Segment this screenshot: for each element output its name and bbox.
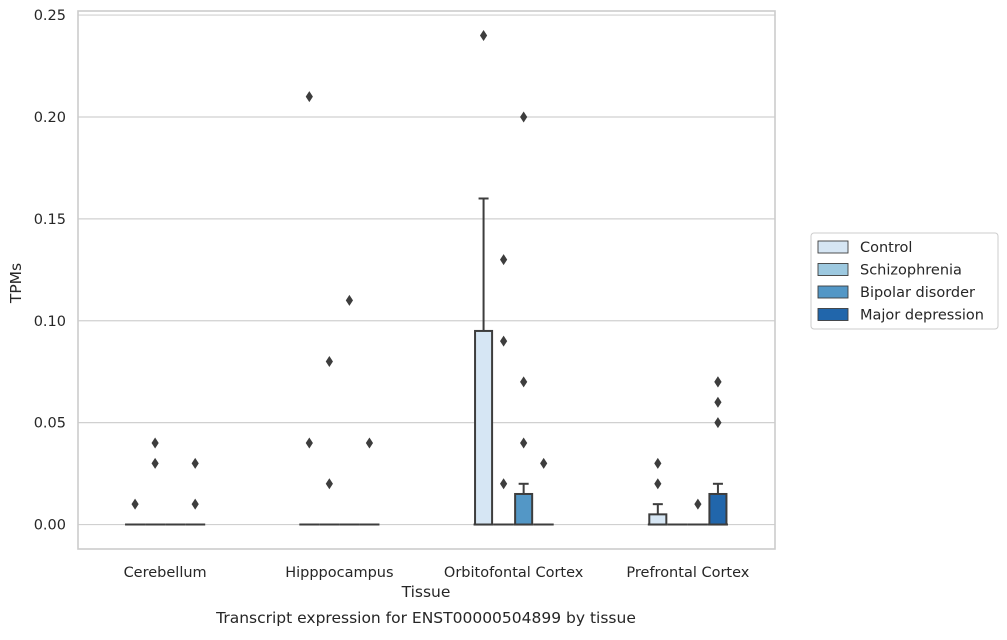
outlier-point	[345, 294, 353, 306]
outlier-point	[694, 498, 702, 510]
box-0-2	[473, 197, 494, 526]
outlier-point	[305, 91, 313, 103]
legend-frame	[810, 232, 999, 330]
legend-label: Bipolar disorder	[860, 285, 975, 301]
y-tick-label: 0.15	[34, 212, 66, 228]
outlier-point	[131, 498, 139, 510]
box-2-2	[513, 482, 534, 526]
outlier-point	[540, 457, 548, 469]
outlier-point	[191, 498, 199, 510]
box-rect	[474, 329, 494, 526]
legend-swatch	[817, 285, 849, 299]
box-0-3	[647, 503, 668, 526]
box-rect	[648, 513, 668, 526]
outlier-point	[500, 478, 508, 490]
outlier-point	[714, 417, 722, 429]
outlier-point	[520, 376, 528, 388]
y-tick-labels: 0.00 0.05 0.10 0.15 0.20 0.25	[34, 8, 66, 533]
outlier-point	[500, 254, 508, 266]
y-tick-label: 0.25	[34, 8, 66, 24]
outlier-point	[365, 437, 374, 449]
outlier-point	[305, 437, 313, 449]
y-tick-label: 0.05	[34, 416, 66, 432]
box-3-3	[707, 482, 728, 526]
legend-label: Major depression	[860, 308, 984, 324]
outlier-point	[325, 356, 333, 368]
outlier-point	[714, 396, 722, 408]
y-tick-label: 0.20	[34, 110, 66, 126]
x-tick-label: Orbitofontal Cortex	[444, 565, 584, 581]
legend-swatch	[817, 308, 849, 321]
x-tick-labels: Cerebellum Hipppocampus Orbitofontal Corte…	[124, 565, 750, 581]
boxes	[125, 197, 728, 526]
box-rect	[708, 492, 728, 526]
outlier-point	[654, 457, 662, 469]
legend-label: Control	[860, 240, 912, 256]
outlier-point	[520, 111, 528, 123]
legend-swatch	[817, 263, 849, 276]
gridlines	[78, 14, 775, 526]
legend-swatch	[817, 240, 849, 254]
outlier-point	[714, 376, 722, 388]
chart-caption: Transcript expression for ENST0000050489…	[215, 609, 636, 627]
outlier-point	[500, 335, 508, 347]
outlier-point	[151, 457, 159, 469]
legend-items: Control Schizophrenia Bipolar disorder Majo…	[817, 240, 984, 324]
outlier-point	[479, 29, 488, 41]
legend-label: Schizophrenia	[860, 263, 962, 279]
y-tick-label: 0.10	[34, 314, 66, 330]
outliers	[131, 29, 722, 510]
plot-frame	[77, 10, 776, 550]
x-tick-label: Cerebellum	[124, 565, 207, 581]
outlier-point	[325, 478, 333, 490]
x-axis-title: Tissue	[401, 583, 451, 601]
y-tick-label: 0.00	[34, 518, 66, 534]
outlier-point	[520, 437, 528, 449]
y-axis-title: TPMs	[7, 263, 25, 304]
outlier-point	[654, 478, 662, 490]
x-tick-label: Hipppocampus	[285, 565, 393, 581]
x-tick-label: Prefrontal Cortex	[626, 565, 749, 581]
outlier-point	[191, 457, 199, 469]
outlier-point	[151, 437, 159, 449]
legend: Control Schizophrenia Bipolar disorder Majo…	[810, 232, 999, 330]
box-rect	[514, 492, 534, 526]
